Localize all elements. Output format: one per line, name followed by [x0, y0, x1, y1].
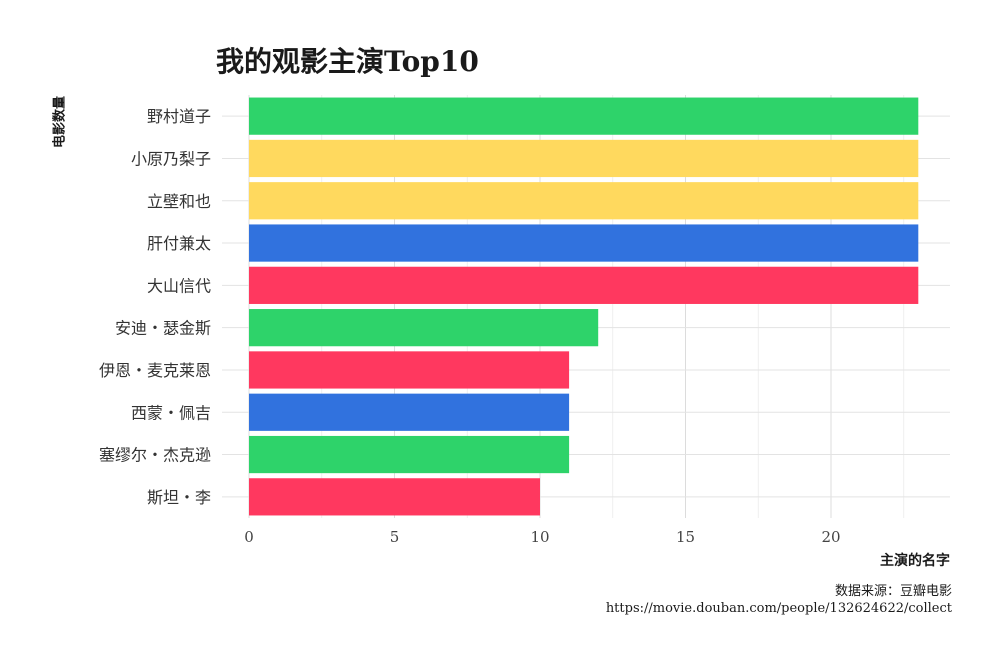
- bar-8: [249, 393, 570, 431]
- bar-3: [249, 182, 919, 220]
- bar-6: [249, 309, 599, 347]
- caption-source: 数据来源：豆瓣电影: [834, 584, 952, 599]
- caption: 数据来源：豆瓣电影 https://movie.douban.com/peopl…: [606, 583, 952, 617]
- x-tick-label: 10: [530, 528, 549, 546]
- y-tick-label: 立壁和也: [147, 192, 211, 211]
- y-tick-label: 野村道子: [147, 107, 211, 126]
- x-tick-label: 0: [244, 528, 254, 546]
- x-tick-label: 5: [390, 528, 400, 546]
- y-tick-label: 西蒙・佩吉: [131, 403, 211, 422]
- y-tick-label: 斯坦・李: [147, 488, 211, 507]
- x-tick-labels: 0 5 10 15 20: [244, 528, 840, 546]
- chart-title: 我的观影主演Top10: [216, 45, 479, 78]
- x-tick-label: 15: [676, 528, 695, 546]
- caption-url: https://movie.douban.com/people/13262462…: [605, 601, 952, 616]
- bar-10: [249, 478, 540, 516]
- y-tick-label: 伊恩・麦克莱恩: [99, 361, 211, 380]
- y-tick-label: 塞缪尔・杰克逊: [99, 446, 211, 465]
- y-tick-labels: 野村道子小原乃梨子立壁和也肝付兼太大山信代安迪・瑟金斯伊恩・麦克莱恩西蒙・佩吉塞…: [99, 107, 211, 507]
- x-axis-label: 主演的名字: [880, 553, 950, 569]
- bar-1: [249, 97, 919, 135]
- y-tick-label: 肝付兼太: [147, 234, 211, 253]
- bar-7: [249, 351, 570, 389]
- y-tick-label: 大山信代: [147, 276, 211, 295]
- x-tick-label: 20: [821, 528, 840, 546]
- y-tick-label: 小原乃梨子: [131, 149, 211, 168]
- bar-2: [249, 139, 919, 178]
- bar-9: [249, 435, 570, 474]
- bar-5: [249, 266, 919, 304]
- bar-4: [249, 224, 919, 262]
- bars: [249, 97, 919, 516]
- y-tick-label: 安迪・瑟金斯: [115, 319, 211, 338]
